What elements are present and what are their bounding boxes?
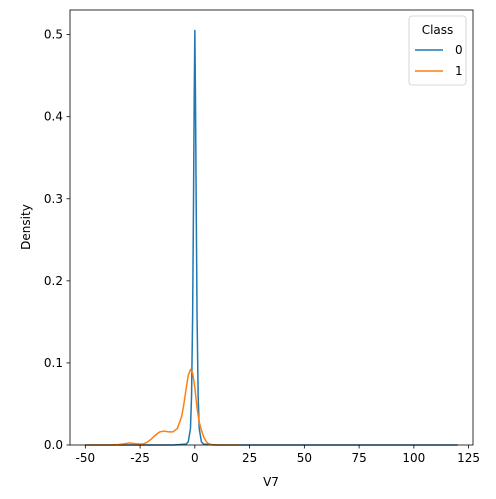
x-tick-label: 0 — [191, 451, 199, 465]
x-tick-label: -50 — [76, 451, 96, 465]
x-tick-label: 75 — [351, 451, 366, 465]
y-tick-label: 0.2 — [44, 274, 63, 288]
series-line-0 — [85, 29, 458, 446]
legend-label-1: 1 — [455, 64, 463, 78]
legend-title: Class — [422, 23, 454, 37]
series-layer — [85, 29, 458, 446]
y-tick-label: 0.1 — [44, 356, 63, 370]
y-tick-label: 0.3 — [44, 192, 63, 206]
series-line-1 — [85, 368, 239, 446]
x-tick-label: 50 — [297, 451, 312, 465]
legend-label-0: 0 — [455, 43, 463, 57]
x-axis-label: V7 — [263, 475, 279, 489]
x-tick-label: 100 — [402, 451, 425, 465]
x-tick-label: 125 — [457, 451, 480, 465]
axes-layer: -50 -25 0 25 50 75 100 125 0.0 0.1 0.2 0.3 0.4 0.5 — [44, 9, 480, 465]
y-tick-label: 0.0 — [44, 438, 63, 452]
axes-frame — [69, 9, 474, 446]
x-tick-label: -25 — [130, 451, 150, 465]
y-axis-label: Density — [19, 204, 33, 250]
y-tick-label: 0.4 — [44, 110, 63, 124]
y-tick-label: 0.5 — [44, 28, 63, 42]
x-tick-label: 25 — [242, 451, 257, 465]
